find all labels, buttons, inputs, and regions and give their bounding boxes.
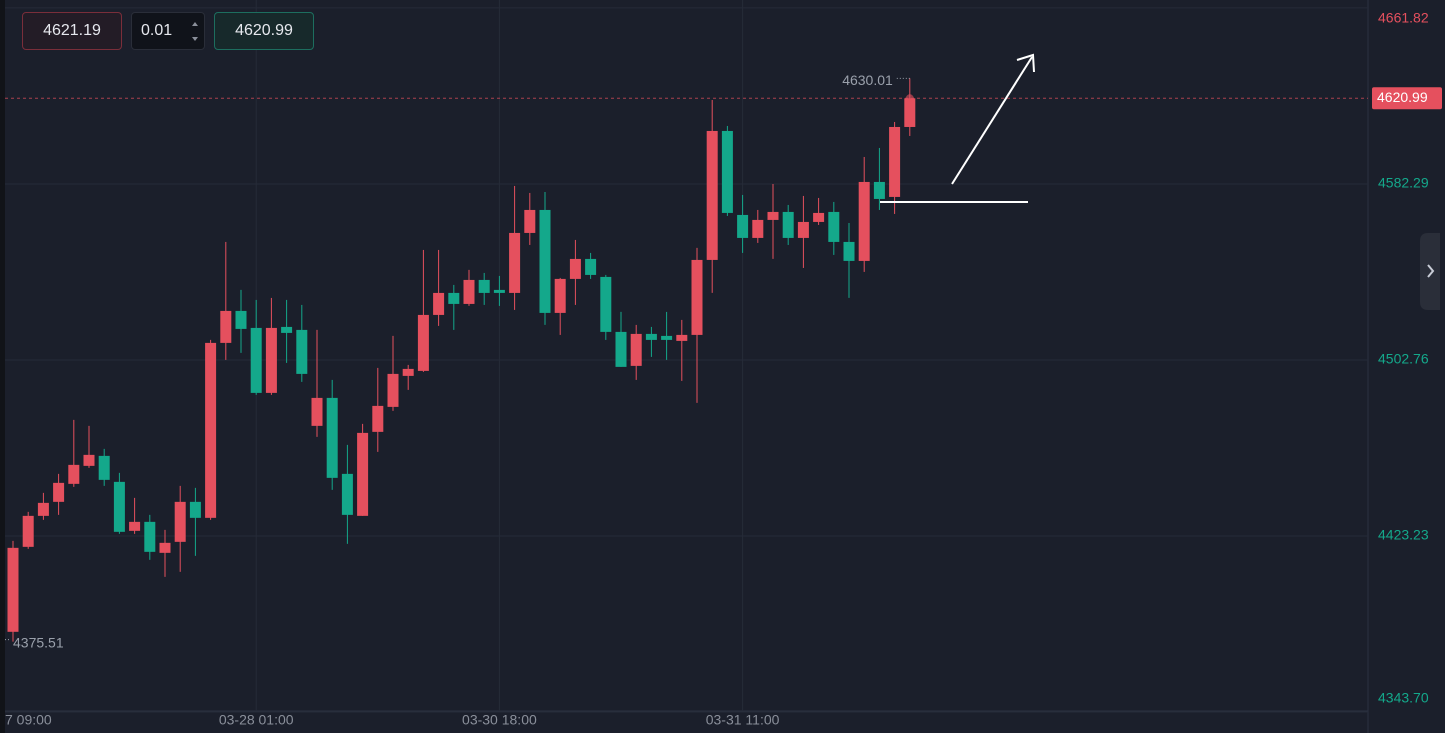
- candle-body: [235, 310, 247, 329]
- candle-body: [129, 521, 141, 531]
- candle-body: [159, 542, 171, 553]
- spin-up[interactable]: [192, 22, 198, 26]
- candle-body: [205, 342, 217, 518]
- candle-body: [7, 547, 19, 632]
- candle-body: [53, 482, 65, 502]
- candle-body: [737, 214, 749, 238]
- candle-body: [630, 333, 642, 366]
- spin-down[interactable]: [192, 37, 198, 41]
- candle-body: [493, 289, 505, 293]
- y-tick-label: 4661.82: [1378, 10, 1429, 26]
- candle-body: [220, 310, 232, 343]
- last-price-glow: [905, 94, 914, 103]
- candle-body: [98, 455, 110, 480]
- y-tick-label: 4423.23: [1378, 527, 1429, 543]
- candle-body: [721, 130, 733, 213]
- candle-body: [357, 432, 369, 516]
- candle-body: [83, 454, 95, 466]
- candle-body: [569, 258, 581, 279]
- candle-body: [281, 326, 293, 333]
- candle-body: [311, 397, 323, 426]
- left-edge: [0, 0, 5, 733]
- candle-body: [782, 211, 794, 238]
- spinner[interactable]: [190, 16, 200, 46]
- candle-body: [417, 314, 429, 371]
- candle-body: [539, 209, 551, 313]
- bid-price[interactable]: 4620.99: [235, 22, 293, 39]
- chevron-icon[interactable]: [1427, 264, 1435, 278]
- candle-body: [265, 327, 277, 393]
- candle-body: [341, 473, 353, 515]
- candle-body: [858, 181, 870, 261]
- y-tick-label: 4343.70: [1378, 690, 1429, 706]
- candle-body: [706, 130, 718, 260]
- x-tick-label: 7 09:00: [5, 712, 52, 728]
- last-price-badge: [1372, 87, 1442, 110]
- volume-value[interactable]: 0.01: [141, 22, 173, 39]
- candle-body: [22, 515, 34, 547]
- candle-body: [68, 464, 80, 484]
- candle-body: [113, 481, 125, 532]
- candle-body: [767, 211, 779, 220]
- candle-body: [752, 219, 764, 238]
- bid-button[interactable]: 4620.99: [214, 12, 314, 50]
- candle-body: [326, 397, 338, 478]
- candle-body: [402, 368, 414, 376]
- annotation-arrow: [951, 56, 1033, 185]
- candle-body: [585, 258, 597, 275]
- candle-body: [372, 405, 384, 432]
- x-tick-label: 03-31 11:00: [706, 712, 780, 728]
- volume-input[interactable]: 0.01: [131, 12, 205, 50]
- candle-body: [189, 501, 201, 518]
- candle-body: [250, 327, 262, 393]
- candle-body: [463, 279, 475, 304]
- low-label: 4375.51: [13, 634, 64, 650]
- last-price-label: 4620.99: [1377, 89, 1428, 105]
- candle-body: [600, 276, 612, 332]
- candle-body: [661, 335, 673, 340]
- ask-price[interactable]: 4621.19: [43, 22, 101, 39]
- candles: [7, 78, 916, 642]
- candle-body: [387, 373, 399, 407]
- x-tick-label: 03-28 01:00: [219, 712, 294, 728]
- grid: [5, 0, 1368, 713]
- labels: 4661.82 4582.29 4502.76 4423.23 4343.70 7 09:…: [5, 10, 1442, 728]
- candle-body: [797, 221, 809, 238]
- candle-body: [174, 501, 186, 542]
- y-tick-label: 4582.29: [1378, 175, 1429, 191]
- candle-body: [296, 329, 308, 374]
- candle-body: [691, 259, 703, 335]
- x-tick-label: 03-30 18:00: [462, 712, 537, 728]
- candle-body: [509, 232, 521, 293]
- candle-body: [889, 126, 901, 197]
- candle-body: [448, 292, 460, 304]
- arrow-head: [1016, 53, 1035, 73]
- high-label: 4630.01: [842, 72, 893, 88]
- collapse-button[interactable]: [1420, 233, 1440, 310]
- candle-body: [524, 209, 536, 233]
- ask-button[interactable]: 4621.19: [22, 12, 122, 50]
- candle-body: [615, 331, 627, 367]
- candle-body: [843, 241, 855, 261]
- candle-body: [676, 334, 688, 341]
- candle-body: [433, 292, 445, 315]
- candle-body: [554, 278, 566, 313]
- candle-body: [144, 521, 156, 552]
- candle-body: [813, 212, 825, 222]
- candle-body: [645, 333, 657, 340]
- y-tick-label: 4502.76: [1378, 351, 1429, 367]
- candle-body: [828, 211, 840, 242]
- candle-body: [904, 98, 916, 127]
- candle-body: [478, 279, 490, 293]
- candle-body: [37, 502, 49, 516]
- candle-body: [873, 181, 885, 199]
